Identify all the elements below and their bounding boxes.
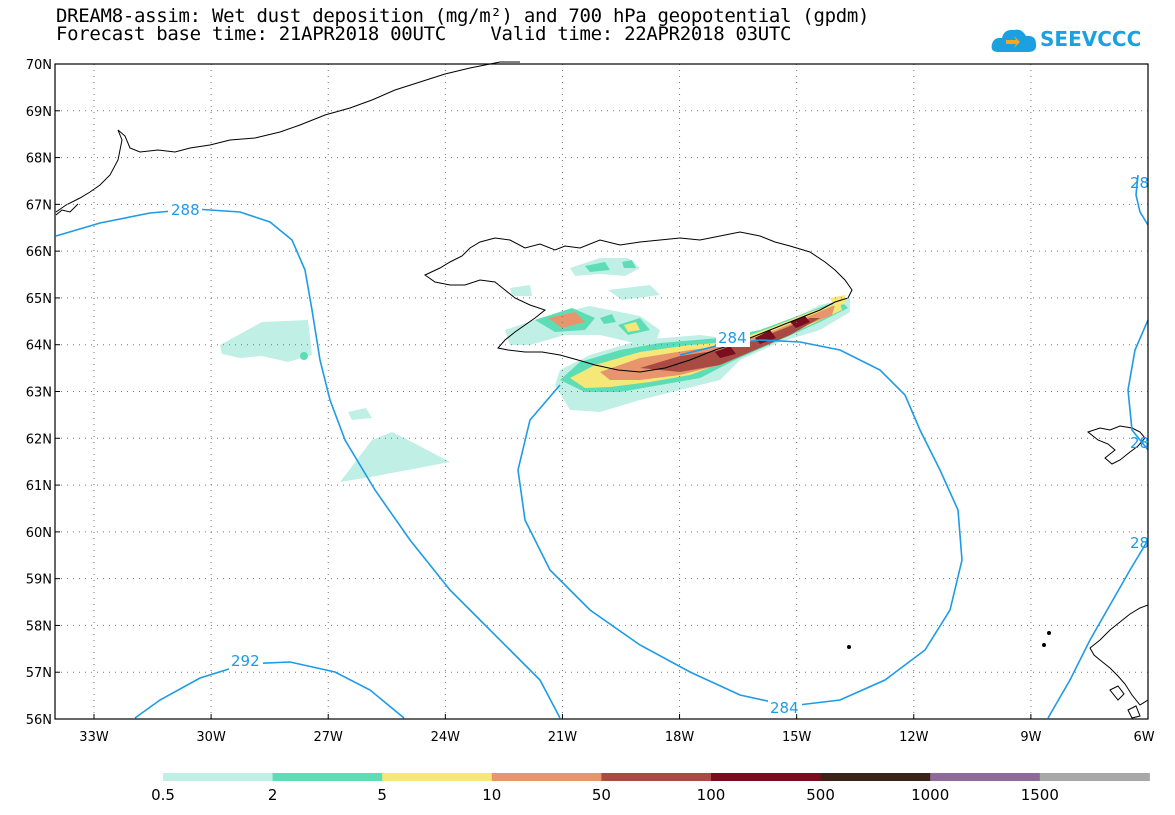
legend-label: 50 [592, 786, 611, 804]
logo-text: SEEVCCC [1040, 27, 1142, 51]
contour-292 [134, 661, 405, 719]
dust-patch-west [220, 320, 312, 362]
contour-label-284-north: 284 [718, 329, 747, 347]
lat-label: 59N [26, 573, 52, 588]
lat-label: 58N [26, 619, 52, 634]
lat-label: 62N [26, 432, 52, 447]
contour-label-east-3: 28 [1130, 534, 1149, 552]
dust-patch-west-3 [340, 432, 450, 482]
contour-label-284-south: 284 [770, 699, 799, 717]
lat-label: 60N [26, 526, 52, 541]
lat-label: 68N [26, 152, 52, 167]
contour-east-upper [1135, 174, 1149, 226]
lat-label: 63N [26, 386, 52, 401]
lon-label: 33W [79, 730, 109, 745]
lat-label: 64N [26, 339, 52, 354]
legend-label: 2 [268, 786, 278, 804]
legend-label: 100 [697, 786, 726, 804]
legend-swatch [1039, 773, 1150, 781]
lon-label: 6W [1133, 730, 1154, 745]
lat-label: 56N [26, 713, 52, 728]
legend-swatch [382, 773, 493, 781]
contour-east-mid [1127, 319, 1149, 451]
coastlines [55, 61, 1149, 719]
map-title-line-1: DREAM8-assim: Wet dust deposition (mg/m²… [56, 5, 870, 27]
lon-label: 9W [1020, 730, 1041, 745]
cloud-logo-icon [991, 29, 1037, 52]
map-title-line-2: Forecast base time: 21APR2018 00UTC Vali… [56, 23, 792, 45]
lat-label: 57N [26, 666, 52, 681]
lon-label: 15W [782, 730, 812, 745]
contour-label-east-1: 28 [1130, 174, 1149, 192]
lat-label: 61N [26, 479, 52, 494]
legend-label: 1000 [911, 786, 949, 804]
contour-label-288: 288 [171, 201, 200, 219]
contour-288 [55, 208, 561, 719]
legend-swatch [601, 773, 712, 781]
lon-label: 24W [431, 730, 461, 745]
legend-swatch [163, 773, 274, 781]
contour-east-lower [1047, 539, 1149, 719]
legend-swatch [491, 773, 602, 781]
legend-label: 500 [806, 786, 835, 804]
greenland-coastline [55, 61, 520, 213]
lon-label: 18W [665, 730, 695, 745]
geopotential-contours [55, 174, 1149, 719]
lon-label: 30W [196, 730, 226, 745]
contour-label-east-2: 28 [1130, 434, 1149, 452]
legend-swatch [711, 773, 822, 781]
legend-swatch [930, 773, 1041, 781]
legend-swatch [820, 773, 931, 781]
legend-swatch [272, 773, 383, 781]
graticule [55, 64, 1148, 719]
lon-label: 27W [314, 730, 344, 745]
longitude-labels: 33W 30W 27W 24W 21W 18W 15W 12W 9W 6W [79, 714, 1155, 745]
lat-label: 65N [26, 292, 52, 307]
legend-label: 0.5 [151, 786, 175, 804]
contour-label-292: 292 [231, 652, 260, 670]
lat-label: 67N [26, 198, 52, 213]
lat-label: 70N [26, 58, 52, 73]
lat-label: 69N [26, 105, 52, 120]
legend-label: 5 [377, 786, 387, 804]
scotland-coastline [1089, 604, 1149, 706]
dust-patch-west-2 [348, 408, 372, 420]
lon-label: 12W [899, 730, 929, 745]
latitude-labels: 70N 69N 68N 67N 66N 65N 64N 63N 62N 61N 60N 59N 58N 5… [26, 58, 60, 728]
color-legend: 0.5 2 5 10 50 100 500 1000 1500 [151, 773, 1150, 804]
legend-label: 1500 [1021, 786, 1059, 804]
contour-284 [517, 339, 963, 707]
legend-label: 10 [482, 786, 501, 804]
lon-label: 21W [548, 730, 578, 745]
lat-label: 66N [26, 245, 52, 260]
dust-shading [220, 258, 850, 482]
faroe-coastline [1086, 425, 1146, 465]
iceland-coastline [424, 231, 853, 373]
